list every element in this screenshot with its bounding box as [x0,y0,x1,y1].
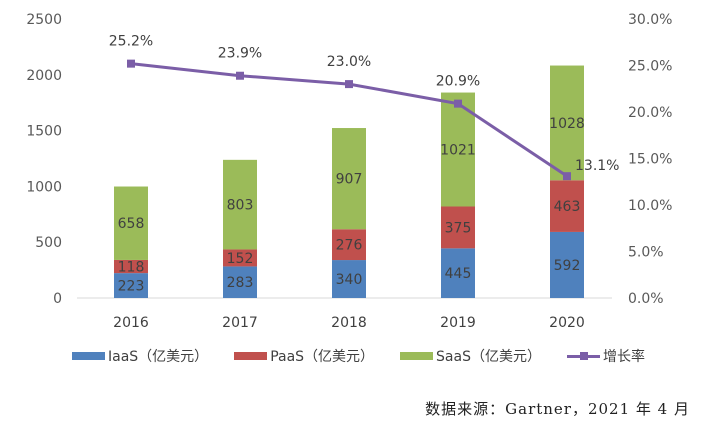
legend-item-growth: 增长率 [566,346,645,366]
bar-data-label: 803 [227,198,254,214]
legend-label: 增长率 [602,349,645,365]
y2-tick-label: 15.0% [628,152,672,168]
legend-item-saas: SaaS（亿美元） [400,346,541,366]
bar-segment [332,260,366,298]
bar-segment [223,249,257,267]
legend-swatch [400,352,434,360]
bar-segment [441,206,475,249]
y-tick-label: 1500 [26,124,62,140]
bar-data-label: 283 [227,275,254,291]
growth-rate-marker [454,99,462,108]
legend-label: PaaS（亿美元） [270,349,375,365]
source-note: 数据来源：Gartner，2021 年 4 月 [425,400,690,418]
x-tick-label: 2017 [222,315,258,331]
bar-data-label: 658 [118,216,145,232]
bar-segment [223,159,257,250]
legend: IaaS（亿美元） PaaS（亿美元） SaaS（亿美元） 增长率 [72,346,671,366]
bar-data-label: 340 [336,272,363,288]
growth-rate-label: 20.9% [436,74,480,90]
bar-segment [332,128,366,230]
growth-rate-marker [563,172,571,181]
growth-rate-label: 23.9% [218,46,262,62]
growth-rate-label: 23.0% [327,54,371,70]
growth-rate-label: 25.2% [109,34,153,50]
x-tick-label: 2019 [440,315,476,331]
bar-segment [223,266,257,298]
x-tick-label: 2020 [549,315,585,331]
y2-tick-label: 20.0% [628,105,672,121]
bar-segment [550,65,584,181]
growth-rate-marker [345,80,353,89]
bar-data-label: 445 [445,266,472,282]
y2-tick-label: 30.0% [628,12,672,28]
bar-data-label: 276 [336,238,363,254]
bar-data-label: 152 [227,251,254,267]
legend-label: IaaS（亿美元） [108,349,209,365]
bar-data-label: 592 [554,258,581,274]
y2-tick-label: 10.0% [628,198,672,214]
y2-tick-label: 0.0% [628,291,664,307]
bar-segment [441,248,475,298]
bar-segment [114,273,148,298]
bar-segment [550,231,584,298]
bar-data-label: 1028 [549,116,585,132]
x-tick-label: 2016 [113,315,149,331]
legend-item-iaas: IaaS（亿美元） [72,346,208,366]
growth-rate-label: 13.1% [575,158,619,174]
y2-tick-label: 25.0% [628,59,672,75]
legend-swatch [566,352,600,360]
x-tick-label: 2018 [331,315,367,331]
legend-item-paas: PaaS（亿美元） [234,346,374,366]
y-tick-label: 0 [53,291,62,307]
bar-segment [114,186,148,260]
y-tick-label: 2000 [26,68,62,84]
bar-data-label: 1021 [440,143,476,159]
legend-label: SaaS（亿美元） [436,349,541,365]
bar-data-label: 907 [336,172,363,188]
bar-data-label: 375 [445,220,472,236]
growth-rate-marker [236,71,244,80]
legend-swatch [72,352,105,360]
bar-data-label: 118 [118,260,145,276]
chart: 0 500 1000 1500 2000 2500 0.0% 5.0% 10.0% 15.0% 20… [26,12,672,331]
legend-swatch [234,352,268,360]
bar-segment [332,229,366,261]
bar-data-label: 223 [118,279,145,295]
y-tick-label: 500 [35,235,62,251]
bar-segment [114,259,148,274]
y2-tick-label: 5.0% [628,245,664,261]
y-tick-label: 1000 [26,179,62,195]
bar-segment [550,180,584,232]
growth-rate-marker [127,59,135,68]
bar-data-label: 463 [554,199,581,215]
y-tick-label: 2500 [26,12,62,28]
